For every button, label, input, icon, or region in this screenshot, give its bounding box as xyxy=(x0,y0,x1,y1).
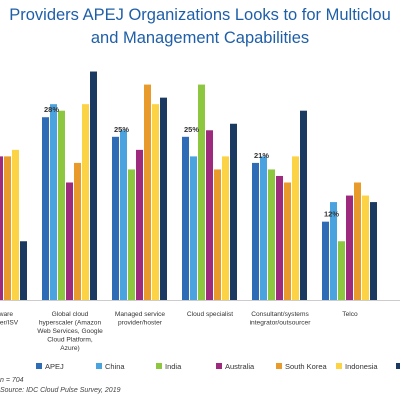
bar-1-singapore xyxy=(90,71,97,301)
bar-1-south-korea xyxy=(74,162,81,300)
category-label-1-1: hyperscaler (Amazon xyxy=(39,320,102,327)
bar-4-apej xyxy=(252,162,259,300)
bar-4-singapore xyxy=(300,110,307,300)
group-value-label-1: 28% xyxy=(44,105,59,114)
bar-4-south-korea xyxy=(284,182,291,300)
category-label-1-3: Cloud Platform, xyxy=(47,337,93,344)
category-label-0-1: provider/ISV xyxy=(0,320,19,327)
bar-1-india xyxy=(58,110,65,300)
bar-4-indonesia xyxy=(292,156,299,300)
bar-4-china xyxy=(260,156,267,300)
bar-0-singapore xyxy=(20,241,27,300)
legend-label-india: India xyxy=(165,362,182,371)
bar-5-south-korea xyxy=(354,182,361,300)
bar-1-apej xyxy=(42,117,49,300)
group-value-label-4: 21% xyxy=(254,151,269,160)
category-label-4-0: Consultant/systems xyxy=(251,311,309,318)
bar-3-apej xyxy=(182,136,189,300)
legend-label-china: China xyxy=(105,362,125,371)
bar-3-australia xyxy=(206,130,213,300)
bar-5-china xyxy=(330,202,337,300)
category-label-3-0: Cloud specialist xyxy=(187,311,233,318)
legend-swatch-australia xyxy=(216,363,222,369)
bar-2-australia xyxy=(136,149,143,300)
group-value-label-5: 12% xyxy=(324,210,339,219)
bar-2-apej xyxy=(112,136,119,300)
category-label-2-0: Managed service xyxy=(115,311,166,318)
category-label-2-1: provider/hoster xyxy=(118,320,163,327)
bar-5-singapore xyxy=(370,202,377,300)
bar-1-china xyxy=(50,104,57,301)
category-label-1-2: Web Services, Google xyxy=(37,328,103,335)
legend-label-apej: APEJ xyxy=(45,362,64,371)
bar-2-south-korea xyxy=(144,84,151,300)
bar-3-india xyxy=(198,84,205,300)
group-value-label-2: 25% xyxy=(114,125,129,134)
bar-0-indonesia xyxy=(12,149,19,300)
bar-0-australia xyxy=(0,156,3,300)
footnote-sample-size: n = 704 xyxy=(0,377,24,384)
bar-5-indonesia xyxy=(362,195,369,300)
bar-2-singapore xyxy=(160,97,167,300)
bar-1-indonesia xyxy=(82,104,89,301)
chart-title: Providers APEJ Organizations Looks to fo… xyxy=(0,4,400,50)
bar-4-india xyxy=(268,169,275,300)
bar-3-china xyxy=(190,156,197,300)
bar-3-singapore xyxy=(230,123,237,300)
legend-swatch-apej xyxy=(36,363,42,369)
legend-swatch-indonesia xyxy=(336,363,342,369)
legend-swatch-singapore xyxy=(396,363,400,369)
category-label-4-1: integrator/outsourcer xyxy=(250,320,312,327)
chart-title-line-2: and Management Capabilities xyxy=(90,29,310,47)
category-label-0-0: Software xyxy=(0,311,13,318)
group-value-label-3: 25% xyxy=(184,125,199,134)
bar-2-china xyxy=(120,130,127,300)
bar-5-apej xyxy=(322,221,329,300)
legend-label-australia: Australia xyxy=(225,362,255,371)
bar-5-india xyxy=(338,241,345,300)
bar-3-indonesia xyxy=(222,156,229,300)
bar-1-australia xyxy=(66,182,73,300)
legend-swatch-south-korea xyxy=(276,363,282,369)
legend-swatch-india xyxy=(156,363,162,369)
bar-4-australia xyxy=(276,175,283,300)
bar-2-indonesia xyxy=(152,104,159,301)
footnote-source: Source: IDC Cloud Pulse Survey, 2019 xyxy=(0,387,121,394)
bar-3-south-korea xyxy=(214,169,221,300)
bar-0-south-korea xyxy=(4,156,11,300)
legend-swatch-china xyxy=(96,363,102,369)
bar-5-australia xyxy=(346,195,353,300)
category-label-1-4: Azure) xyxy=(60,345,79,352)
chart-title-line-1: Providers APEJ Organizations Looks to fo… xyxy=(9,6,391,24)
legend-label-south-korea: South Korea xyxy=(285,362,328,371)
legend-label-indonesia: Indonesia xyxy=(345,362,378,371)
category-label-1-0: Global cloud xyxy=(52,311,89,318)
bar-2-india xyxy=(128,169,135,300)
category-label-5-0: Telco xyxy=(342,311,358,318)
